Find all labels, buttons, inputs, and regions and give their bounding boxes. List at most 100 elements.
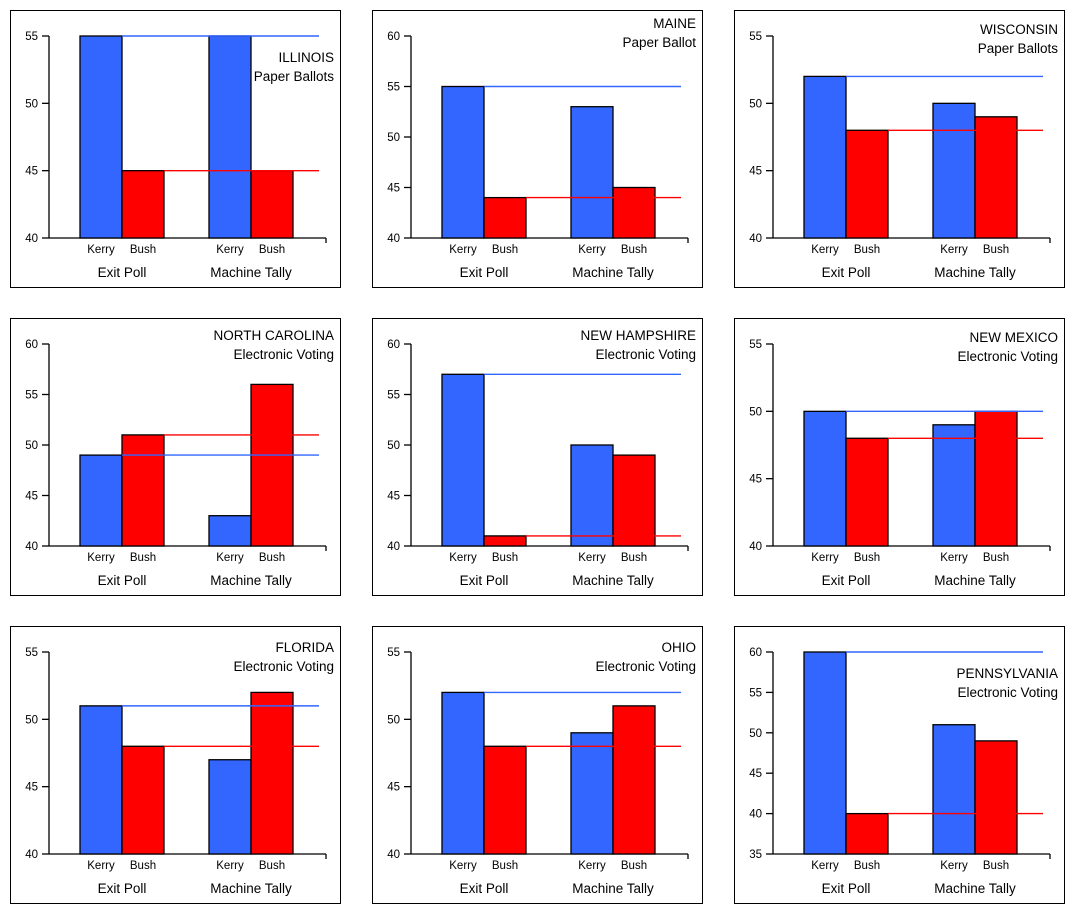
chart-florida: 40 45 50 55 Kerry Bush Exit Poll Kerry Bush Machi… bbox=[25, 640, 334, 896]
chart-wisconsin: 40 45 50 55 Kerry Bush Exit Poll Kerry Bush Machi… bbox=[749, 22, 1059, 280]
candidate-label-bush: Bush bbox=[492, 244, 518, 256]
bar-bush-exit-poll bbox=[121, 170, 165, 239]
bar-kerry-exit-poll bbox=[441, 373, 485, 547]
chart-ohio: 40 45 50 55 Kerry Bush Exit Poll Kerry Bush Machi… bbox=[387, 640, 696, 896]
group-label: Exit Poll bbox=[98, 265, 147, 280]
y-tick-label: 45 bbox=[387, 491, 400, 503]
y-tick-label: 50 bbox=[749, 98, 762, 110]
candidate-label-bush: Bush bbox=[621, 552, 647, 564]
bar-kerry-exit-poll bbox=[79, 35, 123, 239]
chart-title: PENNSYLVANIA bbox=[956, 666, 1058, 681]
y-tick-label: 60 bbox=[387, 31, 400, 43]
chart-subtitle: Paper Ballot bbox=[622, 35, 696, 50]
chart-panel-ohio: 40 45 50 55 Kerry Bush Exit Poll Kerry Bush Machi… bbox=[372, 626, 703, 904]
group-label: Exit Poll bbox=[460, 573, 509, 588]
y-tick-label: 50 bbox=[25, 714, 38, 726]
chart-title: NEW MEXICO bbox=[969, 330, 1058, 345]
group-label: Exit Poll bbox=[460, 881, 509, 896]
y-tick-label: 45 bbox=[749, 166, 762, 178]
chart-panel-maine: 40 45 50 55 60 Kerry Bush Exit Poll Kerry Bush Mac… bbox=[372, 10, 703, 288]
candidate-label-kerry: Kerry bbox=[87, 244, 115, 256]
y-tick-label: 55 bbox=[25, 647, 38, 659]
group-label: Exit Poll bbox=[822, 573, 871, 588]
candidate-label-kerry: Kerry bbox=[87, 552, 115, 564]
group-label: Machine Tally bbox=[210, 573, 292, 588]
chart-new-hampshire: 40 45 50 55 60 Kerry Bush Exit Poll Kerry Bush Mac… bbox=[387, 328, 696, 588]
bar-bush-exit-poll bbox=[845, 812, 889, 855]
candidate-label-bush: Bush bbox=[259, 860, 285, 872]
y-tick-label: 45 bbox=[25, 166, 38, 178]
bar-kerry-exit-poll bbox=[803, 75, 847, 239]
candidate-label-bush: Bush bbox=[983, 860, 1009, 872]
bar-bush-exit-poll bbox=[483, 196, 527, 239]
group-label: Machine Tally bbox=[934, 265, 1016, 280]
chart-subtitle: Electronic Voting bbox=[595, 659, 696, 674]
bar-kerry-exit-poll bbox=[441, 85, 485, 239]
bar-bush-exit-poll bbox=[845, 437, 889, 547]
bar-kerry-machine-tally bbox=[932, 424, 976, 547]
candidate-label-kerry: Kerry bbox=[449, 552, 477, 564]
candidate-label-bush: Bush bbox=[854, 244, 880, 256]
bar-bush-exit-poll bbox=[845, 129, 889, 239]
group-label: Machine Tally bbox=[210, 881, 292, 896]
y-tick-label: 40 bbox=[25, 233, 38, 245]
candidate-label-kerry: Kerry bbox=[940, 244, 968, 256]
chart-subtitle: Electronic Voting bbox=[957, 349, 1058, 364]
group-label: Exit Poll bbox=[822, 265, 871, 280]
y-tick-label: 55 bbox=[749, 687, 762, 699]
bar-kerry-exit-poll bbox=[803, 651, 847, 855]
bar-bush-exit-poll bbox=[483, 535, 527, 547]
bar-bush-exit-poll bbox=[483, 745, 527, 855]
chart-illinois: 40 45 50 55 Kerry Bush Exit Poll Kerry Bush Machi… bbox=[25, 31, 335, 280]
bar-kerry-machine-tally bbox=[570, 106, 614, 239]
bar-kerry-exit-poll bbox=[441, 691, 485, 855]
group-label: Exit Poll bbox=[460, 265, 509, 280]
candidate-label-kerry: Kerry bbox=[578, 860, 606, 872]
chart-title: WISCONSIN bbox=[980, 22, 1058, 37]
candidate-label-bush: Bush bbox=[259, 552, 285, 564]
candidate-label-bush: Bush bbox=[492, 860, 518, 872]
y-tick-label: 60 bbox=[749, 647, 762, 659]
bar-bush-machine-tally bbox=[974, 740, 1018, 855]
y-tick-label: 45 bbox=[387, 782, 400, 794]
y-tick-label: 40 bbox=[387, 849, 400, 861]
chart-subtitle: Paper Ballots bbox=[254, 69, 335, 84]
candidate-label-bush: Bush bbox=[854, 552, 880, 564]
candidate-label-kerry: Kerry bbox=[87, 860, 115, 872]
y-tick-label: 45 bbox=[749, 474, 762, 486]
y-tick-label: 40 bbox=[25, 541, 38, 553]
bar-kerry-machine-tally bbox=[932, 724, 976, 855]
candidate-label-kerry: Kerry bbox=[578, 552, 606, 564]
y-tick-label: 55 bbox=[749, 31, 762, 43]
chart-maine: 40 45 50 55 60 Kerry Bush Exit Poll Kerry Bush Mac… bbox=[387, 16, 696, 280]
candidate-label-bush: Bush bbox=[621, 244, 647, 256]
chart-panel-illinois: 40 45 50 55 Kerry Bush Exit Poll Kerry Bush Machi… bbox=[10, 10, 341, 288]
bar-bush-machine-tally bbox=[250, 691, 294, 855]
bar-kerry-exit-poll bbox=[79, 705, 123, 855]
chart-panel-wisconsin: 40 45 50 55 Kerry Bush Exit Poll Kerry Bush Machi… bbox=[734, 10, 1065, 288]
candidate-label-bush: Bush bbox=[259, 244, 285, 256]
y-tick-label: 40 bbox=[749, 541, 762, 553]
y-tick-label: 40 bbox=[387, 541, 400, 553]
group-label: Machine Tally bbox=[572, 265, 654, 280]
chart-subtitle: Electronic Voting bbox=[957, 685, 1058, 700]
chart-subtitle: Paper Ballots bbox=[978, 41, 1059, 56]
y-tick-label: 60 bbox=[25, 339, 38, 351]
bar-bush-machine-tally bbox=[612, 705, 656, 855]
bar-kerry-exit-poll bbox=[803, 410, 847, 547]
y-tick-label: 35 bbox=[749, 849, 762, 861]
candidate-label-kerry: Kerry bbox=[216, 244, 244, 256]
candidate-label-kerry: Kerry bbox=[216, 860, 244, 872]
candidate-label-bush: Bush bbox=[130, 552, 156, 564]
y-tick-label: 55 bbox=[749, 339, 762, 351]
chart-subtitle: Electronic Voting bbox=[595, 347, 696, 362]
y-tick-label: 50 bbox=[387, 440, 400, 452]
candidate-label-kerry: Kerry bbox=[940, 552, 968, 564]
chart-title: ILLINOIS bbox=[278, 50, 334, 65]
bar-kerry-machine-tally bbox=[208, 35, 252, 239]
y-tick-label: 45 bbox=[25, 782, 38, 794]
bar-kerry-machine-tally bbox=[208, 515, 252, 547]
candidate-label-bush: Bush bbox=[492, 552, 518, 564]
chart-panel-new-hampshire: 40 45 50 55 60 Kerry Bush Exit Poll Kerry Bush Mac… bbox=[372, 318, 703, 596]
